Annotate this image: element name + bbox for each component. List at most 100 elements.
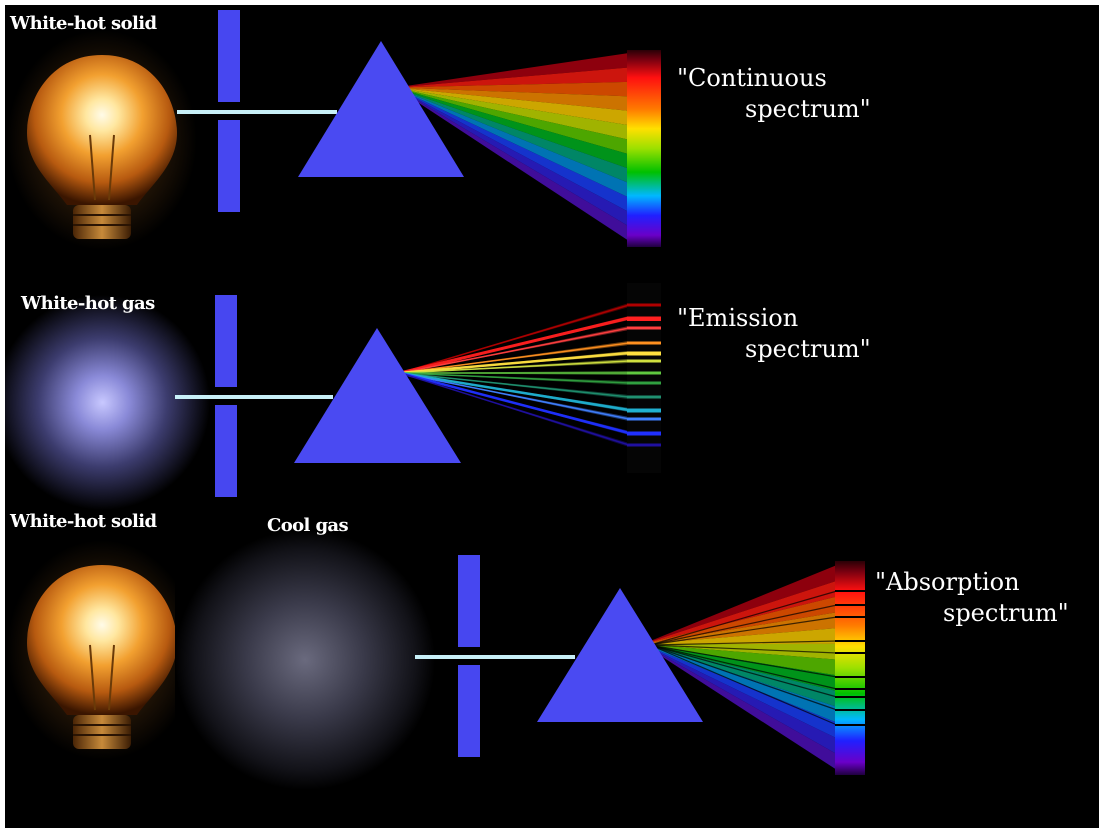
spectral-ray [405,92,629,227]
absorption-line [835,616,865,618]
spectral-ray [650,647,837,755]
spectral-ray [650,565,837,642]
light-bulb-icon [7,30,197,250]
spectral-ray [405,81,629,97]
continuous-row [7,10,661,250]
cool-gas-cloud-icon [175,530,435,790]
spectral-ray [650,643,837,660]
absorption-gap [649,644,838,690]
prism-icon [537,588,703,722]
continuous-fan [405,53,629,241]
source-label-continuous: White-hot solid [10,13,157,34]
caption-absorption: "Absorption spectrum" [875,567,1069,629]
absorption-gap [649,590,838,646]
spectral-ray [405,93,629,241]
absorption-line [835,652,865,654]
absorption-line [835,604,865,606]
spectral-line [399,316,630,375]
light-beam [415,655,575,659]
spectral-ray [650,644,837,676]
emission-line [627,341,661,345]
absorption-gap [649,616,838,646]
emission-line [627,359,661,363]
absorption-gap [649,644,838,654]
diagram-graphics [5,10,865,790]
prism-icon [294,328,461,463]
gas-label-absorption: Cool gas [267,515,349,536]
spectral-ray [405,67,629,88]
absorption-line [835,709,865,711]
spectral-ray [405,89,629,155]
spectral-ray [405,88,629,126]
prism-icon [298,41,464,177]
spectral-line [399,372,630,384]
spectrum-strip-icon [627,283,661,473]
absorption-line [835,696,865,698]
spectral-line [399,372,630,446]
slit-top [215,295,237,387]
caption-line2: spectrum" [745,95,871,123]
spectral-ray [405,91,629,198]
absorption-line [835,676,865,678]
emission-line [627,351,661,356]
caption-emission: "Emission spectrum" [677,303,871,365]
caption-line2: spectrum" [745,335,871,363]
spectral-line [399,372,630,420]
spectral-ray [650,648,837,770]
spectral-ray [650,647,837,739]
slit-bottom [218,120,240,212]
spectral-ray [650,612,837,644]
spectral-ray [650,645,837,692]
spectral-ray [405,53,629,87]
emission-line [627,381,661,385]
absorption-gap [649,644,838,698]
spectral-ray [650,628,837,645]
absorption-gap [649,640,838,646]
spectral-ray [405,89,629,140]
emission-fan [399,303,630,447]
spectral-ray [650,580,837,643]
source-label-emission: White-hot gas [21,293,155,314]
emission-line [627,443,661,447]
spectral-ray [405,87,629,111]
absorption-row [7,530,865,790]
spectral-line [399,371,630,412]
absorption-line [835,590,865,592]
spectrum-strip-icon [835,561,865,775]
absorption-gap [649,644,838,726]
spectral-line [399,372,630,398]
emission-line [627,326,661,330]
spectral-line [399,360,630,374]
slit-bottom [215,405,237,497]
emission-line [627,431,661,436]
emission-line [627,417,661,421]
light-beam [177,110,337,114]
spectral-line [399,351,630,375]
absorption-fan [649,565,838,770]
spectral-line [399,327,630,374]
spectral-ray [405,90,629,169]
light-bulb-icon [7,540,197,760]
spectrum-strip-icon [627,50,661,247]
emission-line [627,371,661,375]
spectral-ray [405,90,629,184]
absorption-line [835,640,865,642]
light-beam [175,395,333,399]
slit-top [218,10,240,102]
absorption-gap [649,604,838,646]
caption-line1: "Continuous [677,64,827,92]
caption-line2: spectrum" [943,599,1069,627]
spectral-line [399,342,630,374]
glowing-gas-icon [5,295,210,510]
spectra-diagram: White-hot solid "Continuous spectrum" Wh… [5,5,1099,828]
caption-continuous: "Continuous spectrum" [677,63,871,125]
spectral-line [399,371,630,435]
spectral-line [399,304,630,374]
caption-line1: "Absorption [875,568,1020,596]
absorption-line [835,724,865,726]
spectral-ray [405,92,629,213]
absorption-gap [649,644,838,711]
emission-line [627,303,661,307]
absorption-line [835,688,865,690]
slit-bottom [458,665,480,757]
